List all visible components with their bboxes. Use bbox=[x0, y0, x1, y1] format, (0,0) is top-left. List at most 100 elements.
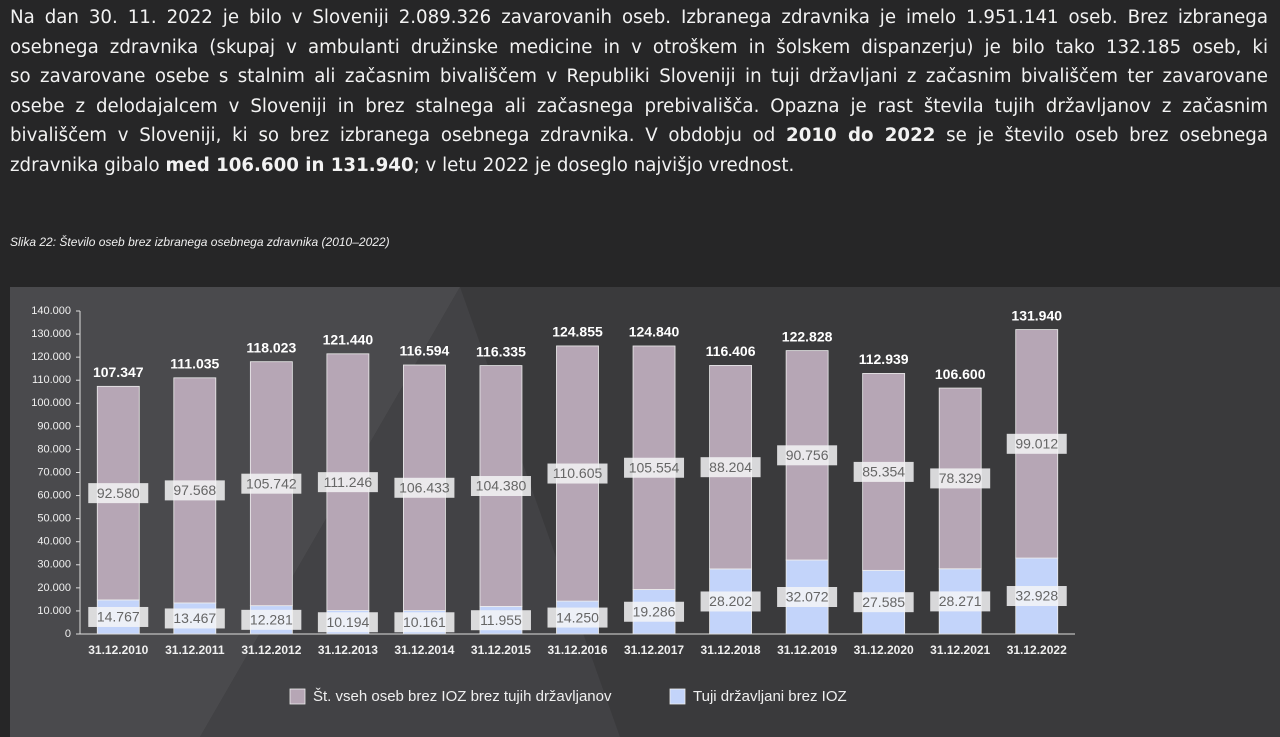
value-label: 27.585 bbox=[862, 594, 905, 610]
total-label: 131.940 bbox=[1011, 307, 1062, 323]
value-label: 13.467 bbox=[173, 610, 216, 626]
y-tick-label: 20.000 bbox=[37, 582, 71, 594]
value-label: 90.756 bbox=[786, 447, 829, 463]
value-label: 105.554 bbox=[629, 459, 680, 475]
text-line: so zavarovane osebe s stalnim ali začasn… bbox=[10, 62, 1268, 92]
x-tick-label: 31.12.2010 bbox=[88, 643, 148, 657]
value-label-box bbox=[241, 609, 302, 630]
value-label-box bbox=[700, 591, 761, 612]
y-tick-label: 30.000 bbox=[37, 559, 71, 571]
value-label: 12.281 bbox=[250, 612, 293, 628]
y-tick-label: 0 bbox=[65, 628, 71, 640]
value-label-box bbox=[394, 477, 455, 498]
total-label: 116.335 bbox=[476, 343, 526, 359]
value-label: 97.568 bbox=[173, 482, 216, 498]
y-tick-label: 90.000 bbox=[37, 420, 71, 432]
value-label: 14.767 bbox=[97, 609, 140, 625]
x-tick-label: 31.12.2015 bbox=[471, 643, 531, 657]
value-label-box bbox=[88, 606, 149, 627]
value-label-box bbox=[470, 610, 531, 631]
figure-caption: Slika 22: Število oseb brez izbranega os… bbox=[10, 235, 390, 249]
value-label-box bbox=[394, 612, 455, 633]
text: osebnega zdravnika (skupaj v ambulanti d… bbox=[10, 36, 1268, 58]
value-label: 28.202 bbox=[709, 593, 752, 609]
value-label: 92.580 bbox=[97, 485, 140, 501]
value-label-box bbox=[88, 483, 149, 504]
x-tick-label: 31.12.2013 bbox=[318, 643, 378, 657]
text: bivališčem v Sloveniji, ki so brez izbra… bbox=[10, 125, 787, 146]
value-label: 99.012 bbox=[1015, 436, 1058, 452]
value-label: 88.204 bbox=[709, 459, 752, 475]
value-label: 11.955 bbox=[480, 612, 522, 628]
x-tick-label: 31.12.2012 bbox=[241, 643, 301, 657]
value-label: 110.605 bbox=[553, 465, 603, 481]
value-label-box bbox=[164, 480, 225, 501]
text-line: osebnega zdravnika (skupaj v ambulanti d… bbox=[10, 33, 1268, 63]
total-label: 121.440 bbox=[323, 332, 374, 348]
text: zdravnika gibalo bbox=[10, 154, 166, 176]
value-label: 10.194 bbox=[326, 614, 369, 630]
value-label: 32.928 bbox=[1015, 588, 1058, 604]
text-line: osebe z delodajalcem v Sloveniji in brez… bbox=[10, 92, 1268, 122]
value-label-box bbox=[547, 463, 608, 484]
y-tick-label: 120.000 bbox=[31, 351, 71, 363]
value-label-box bbox=[470, 476, 531, 497]
value-label: 106.433 bbox=[399, 479, 450, 495]
legend-label: Št. vseh oseb brez IOZ brez tujih državl… bbox=[313, 688, 612, 705]
value-label: 85.354 bbox=[862, 464, 905, 480]
value-label-box bbox=[853, 592, 914, 613]
total-label: 107.347 bbox=[93, 364, 144, 380]
value-label-box bbox=[930, 468, 991, 489]
value-label-box bbox=[1006, 586, 1067, 607]
value-label: 10.161 bbox=[403, 614, 446, 630]
value-label-box bbox=[777, 445, 838, 466]
value-label: 104.380 bbox=[476, 478, 527, 494]
value-label-box bbox=[624, 601, 685, 622]
value-label: 14.250 bbox=[556, 609, 599, 625]
x-tick-label: 31.12.2017 bbox=[624, 643, 684, 657]
text: osebe z delodajalcem v Sloveniji in brez… bbox=[10, 95, 1268, 117]
legend-label: Tuji državljani brez IOZ bbox=[693, 688, 847, 705]
x-tick-label: 31.12.2018 bbox=[701, 643, 761, 657]
y-tick-label: 130.000 bbox=[31, 328, 71, 340]
value-label-box bbox=[317, 612, 378, 633]
y-tick-label: 140.000 bbox=[31, 305, 71, 317]
total-label: 116.406 bbox=[706, 343, 756, 359]
value-label-box bbox=[930, 591, 991, 612]
y-tick-label: 50.000 bbox=[37, 513, 71, 525]
text-line: Na dan 30. 11. 2022 je bilo v Sloveniji … bbox=[10, 3, 1268, 33]
x-tick-label: 31.12.2014 bbox=[394, 643, 454, 657]
total-label: 118.023 bbox=[246, 339, 296, 355]
y-tick-label: 60.000 bbox=[37, 489, 71, 501]
y-tick-label: 80.000 bbox=[37, 443, 71, 455]
total-label: 112.939 bbox=[859, 351, 909, 367]
bold-text: 2010 do 2022 bbox=[786, 125, 936, 146]
text: ; v letu 2022 je doseglo najvišjo vredno… bbox=[413, 154, 795, 176]
x-tick-label: 31.12.2019 bbox=[777, 643, 837, 657]
legend-swatch bbox=[669, 688, 686, 705]
value-label-box bbox=[853, 461, 914, 482]
total-label: 124.840 bbox=[629, 324, 680, 340]
text-line: zdravnika gibalo med 106.600 in 131.940;… bbox=[10, 151, 1268, 181]
value-label-box bbox=[1006, 433, 1067, 454]
value-label-box bbox=[700, 457, 761, 478]
total-label: 111.035 bbox=[170, 356, 219, 372]
y-tick-label: 10.000 bbox=[37, 605, 71, 617]
value-label-box bbox=[317, 472, 378, 493]
x-tick-label: 31.12.2016 bbox=[547, 643, 607, 657]
y-tick-label: 110.000 bbox=[32, 374, 71, 386]
paragraph: Na dan 30. 11. 2022 je bilo v Sloveniji … bbox=[10, 3, 1268, 180]
value-label-box bbox=[547, 607, 608, 628]
x-tick-label: 31.12.2011 bbox=[165, 643, 225, 657]
value-label-box bbox=[164, 608, 225, 629]
value-label: 111.246 bbox=[324, 474, 373, 490]
value-label-box bbox=[777, 587, 838, 608]
x-tick-label: 31.12.2021 bbox=[930, 643, 990, 657]
y-tick-label: 40.000 bbox=[37, 536, 71, 548]
total-label: 116.594 bbox=[400, 343, 450, 359]
value-label: 78.329 bbox=[939, 470, 982, 486]
text: so zavarovane osebe s stalnim ali začasn… bbox=[10, 66, 1268, 87]
legend-swatch bbox=[289, 688, 306, 705]
